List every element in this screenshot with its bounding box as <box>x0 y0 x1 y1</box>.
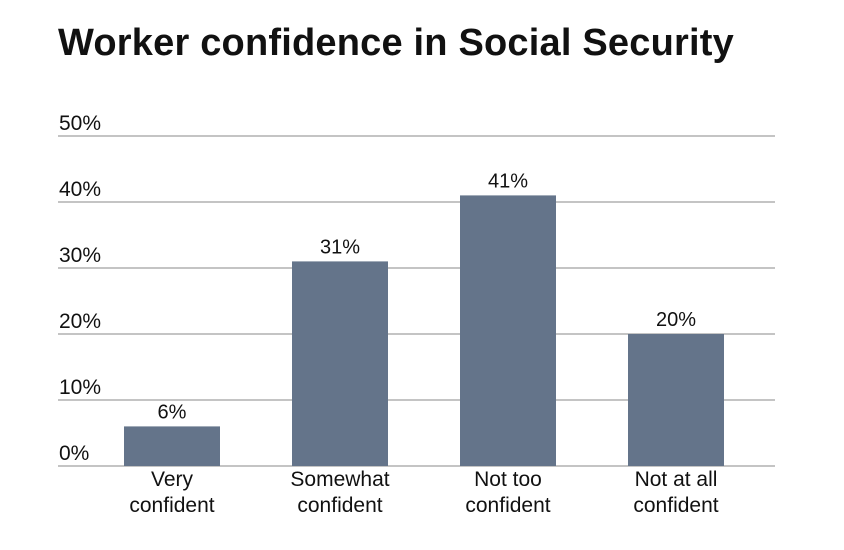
x-tick-label: confident <box>465 494 550 517</box>
y-tick-label: 0% <box>59 442 89 465</box>
chart-title: Worker confidence in Social Security <box>58 22 734 64</box>
bar <box>124 426 220 466</box>
data-label: 31% <box>320 236 360 258</box>
x-tick-label: confident <box>633 494 718 517</box>
x-tick-label: Somewhat <box>290 468 389 491</box>
bar <box>460 195 556 466</box>
data-label: 41% <box>488 170 528 192</box>
x-tick-label: confident <box>129 494 214 517</box>
data-label: 6% <box>158 401 187 423</box>
x-tick-label: Very <box>151 468 194 491</box>
x-tick-label: Not too <box>474 468 542 491</box>
y-tick-label: 10% <box>59 376 101 399</box>
data-label: 20% <box>656 309 696 331</box>
x-tick-label: confident <box>297 494 382 517</box>
y-tick-label: 40% <box>59 178 101 201</box>
y-tick-label: 20% <box>59 310 101 333</box>
x-tick-label: Not at all <box>635 468 718 491</box>
bar <box>292 261 388 466</box>
y-tick-label: 30% <box>59 244 101 267</box>
y-tick-label: 50% <box>59 112 101 135</box>
bar <box>628 334 724 466</box>
